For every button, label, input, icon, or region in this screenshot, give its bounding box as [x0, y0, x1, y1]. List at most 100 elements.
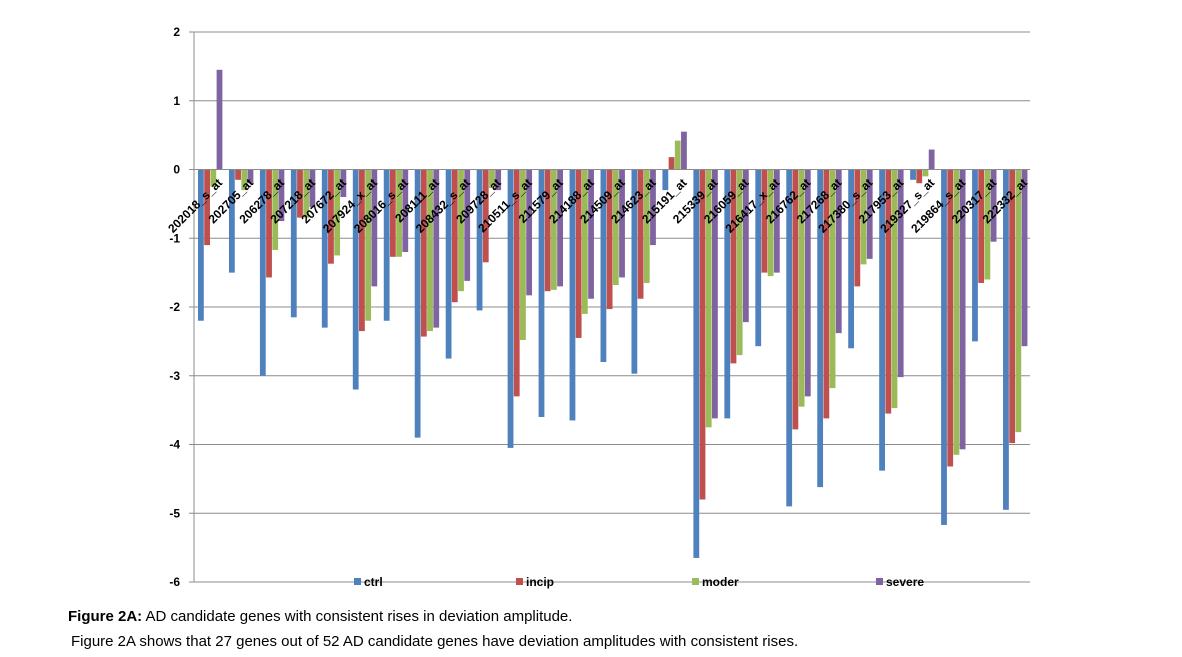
bar-ctrl-216059_at	[724, 169, 731, 419]
bar-severe-209728_at	[495, 169, 502, 191]
bar-ctrl-207924_x_at	[352, 169, 359, 390]
legend-swatch-incip	[516, 578, 523, 585]
bar-incip-214188_at	[575, 169, 582, 338]
bar-ctrl-208016_s_at	[383, 169, 390, 321]
bar-severe-207672_at	[340, 169, 347, 197]
bar-ctrl-216762_at	[786, 169, 793, 507]
bar-moder-202018_s_at	[210, 169, 217, 187]
bar-moder-208111_at	[427, 169, 433, 332]
legend-swatch-moder	[692, 578, 699, 585]
bar-ctrl-220317_at	[972, 169, 978, 342]
bar-severe-214509_at	[619, 169, 625, 278]
legend-label-moder: moder	[702, 575, 739, 589]
bar-severe-215339_at	[712, 169, 718, 419]
y-tick-labels: 2 1 0 -1 -2 -3 -4 -5 -6	[169, 25, 180, 589]
bar-moder-216417_x_at	[767, 169, 774, 277]
bar-incip-207924_x_at	[359, 169, 365, 332]
bar-incip-208016_s_at	[389, 169, 396, 257]
bar-ctrl-208432_s_at	[445, 169, 452, 359]
bar-ctrl-214509_at	[600, 169, 607, 362]
bar-incip-216762_at	[792, 169, 799, 430]
bar-ctrl-210511_s_at	[507, 169, 514, 448]
bar-moder-214509_at	[612, 169, 619, 285]
bar-severe-216762_at	[804, 169, 811, 397]
bar-ctrl-214623_at	[631, 169, 638, 374]
bar-ctrl-211579_at	[538, 169, 545, 417]
bar-moder-207218_at	[303, 169, 310, 218]
y-tick-label: -2	[169, 300, 180, 314]
legend-label-severe: severe	[886, 575, 924, 589]
bar-severe-208111_at	[433, 169, 440, 328]
legend-label-incip: incip	[526, 575, 554, 589]
y-tick-label: -3	[169, 369, 180, 383]
bar-moder-202705_at	[241, 169, 248, 191]
bar-ctrl-215191_at	[662, 169, 669, 191]
legend-swatch-severe	[876, 578, 883, 585]
y-tick-label: -5	[169, 506, 180, 520]
bar-ctrl-214188_at	[569, 169, 576, 421]
bar-incip-219864_s_at	[947, 169, 954, 467]
bar-ctrl-219864_s_at	[941, 169, 947, 525]
bar-moder-207924_x_at	[365, 169, 372, 321]
bar-ctrl-208111_at	[414, 169, 421, 438]
bar-moder-217380_s_at	[860, 169, 867, 265]
bar-incip-220317_at	[978, 169, 985, 283]
bar-moder-208016_s_at	[396, 169, 402, 257]
bar-moder-208432_s_at	[458, 169, 464, 292]
bar-ctrl-215339_at	[693, 169, 700, 558]
bars	[198, 69, 1028, 558]
bar-ctrl-202705_at	[228, 169, 235, 273]
bar-incip-217953_at	[885, 169, 892, 414]
bar-severe-208016_s_at	[402, 169, 409, 252]
bar-incip-219327_s_at	[916, 169, 923, 184]
bar-ctrl-219327_s_at	[910, 169, 916, 180]
bar-moder-219864_s_at	[953, 169, 960, 455]
bar-moder-215191_at	[674, 140, 681, 170]
bar-moder-215339_at	[705, 169, 712, 428]
bar-ctrl-216417_x_at	[755, 169, 762, 347]
bar-severe-202705_at	[247, 169, 254, 184]
bar-incip-207672_at	[328, 169, 334, 264]
y-tick-label: 0	[173, 163, 180, 177]
bar-incip-222332_at	[1009, 169, 1016, 444]
bar-severe-214188_at	[588, 169, 594, 299]
bar-severe-219327_s_at	[928, 149, 935, 170]
bar-incip-208432_s_at	[451, 169, 458, 303]
bar-ctrl-222332_at	[1003, 169, 1009, 510]
bar-incip-214623_at	[637, 169, 644, 299]
chart: 210-1-2-3-4-5-6 202018_s_at202705_at2062…	[165, 25, 1030, 589]
bar-severe-216417_x_at	[773, 169, 780, 273]
bar-incip-211579_at	[544, 169, 551, 292]
y-tick-label: -1	[169, 231, 180, 245]
bar-ctrl-207218_at	[290, 169, 297, 318]
y-tick-label: 2	[173, 25, 180, 39]
bar-moder-209728_at	[489, 169, 495, 189]
bar-moder-222332_at	[1015, 169, 1022, 433]
bar-severe-208432_s_at	[464, 169, 471, 281]
bar-severe-217953_at	[897, 169, 904, 378]
bar-moder-211579_at	[550, 169, 557, 290]
bar-moder-217268_at	[829, 169, 836, 389]
y-tick-label: -4	[169, 438, 180, 452]
bar-ctrl-202018_s_at	[198, 169, 204, 321]
bar-incip-215191_at	[668, 157, 675, 170]
bar-moder-210511_s_at	[520, 169, 526, 340]
axes	[189, 31, 1030, 583]
bar-severe-217268_at	[835, 169, 842, 334]
legend: ctrl incip moder severe	[354, 575, 924, 589]
bar-severe-206278_at	[278, 169, 285, 222]
bar-severe-217380_s_at	[866, 169, 873, 259]
bar-moder-216059_at	[736, 169, 743, 356]
bar-severe-207218_at	[309, 169, 316, 208]
legend-swatch-ctrl	[354, 578, 361, 585]
bar-incip-202018_s_at	[204, 169, 210, 246]
bar-ctrl-209728_at	[476, 169, 483, 311]
bar-severe-207924_x_at	[371, 169, 378, 287]
bar-severe-220317_at	[990, 169, 997, 242]
bar-incip-217268_at	[823, 169, 830, 419]
legend-label-ctrl: ctrl	[364, 575, 383, 589]
bar-moder-219327_s_at	[922, 169, 929, 177]
bar-moder-217953_at	[891, 169, 898, 409]
bar-incip-202705_at	[235, 169, 241, 180]
bar-incip-210511_s_at	[513, 169, 520, 397]
